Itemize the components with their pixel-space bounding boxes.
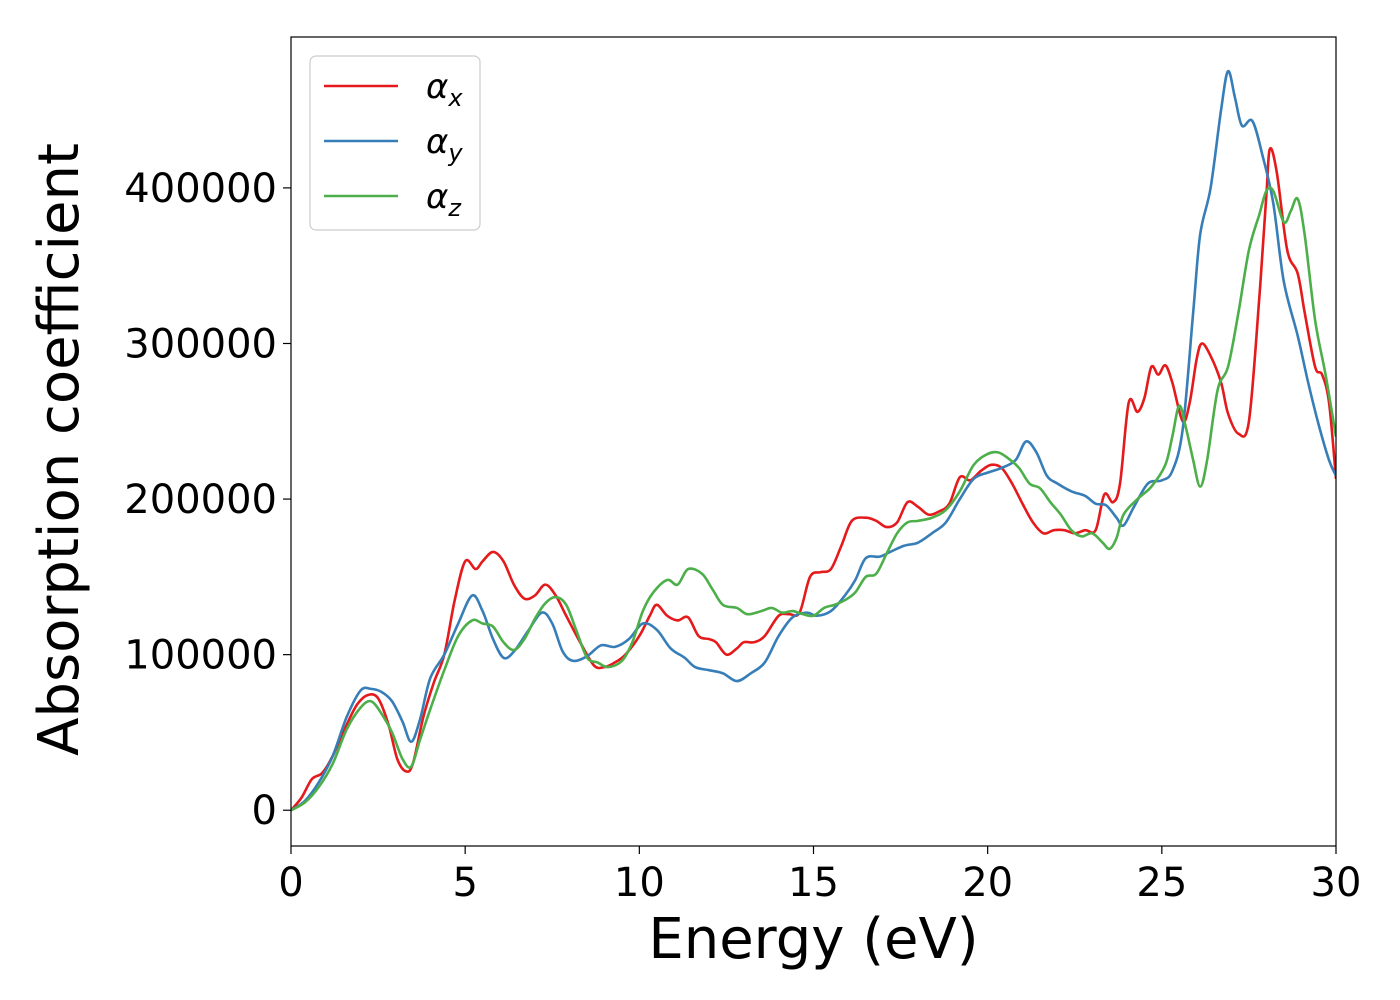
series-line-z [291, 186, 1336, 812]
y-tick-label: 300000 [124, 321, 277, 367]
y-tick-label: 400000 [124, 166, 277, 212]
x-tick-label: 25 [1136, 860, 1187, 906]
legend-label-y: αy [426, 122, 463, 167]
legend-box [309, 55, 481, 231]
axes-layer: 0 5 10 15 20 25 30 0 100000 200000 300000 400000 Ene… [27, 36, 1362, 972]
series-line-x [291, 146, 1336, 812]
series-layer [291, 69, 1336, 812]
x-tick-label: 5 [452, 860, 477, 906]
series-line-y [291, 69, 1336, 812]
x-axis-label: Energy (eV) [648, 907, 978, 972]
y-tick-label: 200000 [124, 477, 277, 523]
x-tick-label: 15 [788, 860, 839, 906]
y-tick-label: 100000 [124, 633, 277, 679]
legend-label-z: αz [426, 177, 462, 222]
legend: αx αy αz [309, 55, 481, 231]
y-axis-label: Absorption coefficient [27, 143, 92, 756]
legend-label-x: αx [426, 67, 463, 112]
x-tick-label: 30 [1311, 860, 1362, 906]
x-tick-label: 20 [962, 860, 1013, 906]
y-tick-label: 0 [252, 788, 277, 834]
x-tick-label: 0 [278, 860, 303, 906]
x-tick-label: 10 [614, 860, 665, 906]
